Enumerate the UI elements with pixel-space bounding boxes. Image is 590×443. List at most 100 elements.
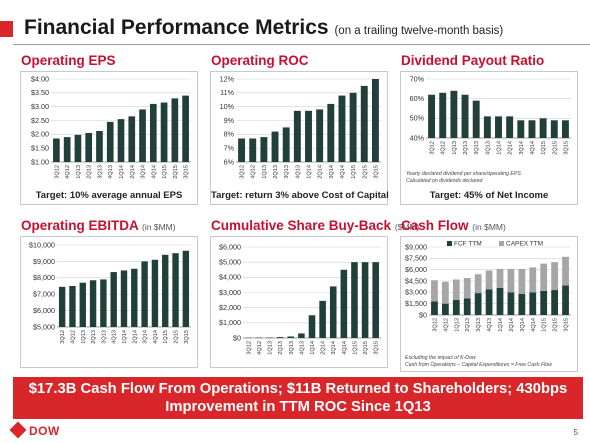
x-tick-label: 1Q15: [351, 165, 357, 179]
cashflow-chart: $0 $1,500 $3,000 $4,500 $6,000 $7,500 $9,000 3Q…: [405, 241, 571, 332]
bar-capex-ttm: [507, 268, 515, 293]
x-tick-label: 2Q13: [91, 330, 97, 344]
payout-target: Target: 45% of Net Income: [429, 190, 549, 201]
y-tick-label: 12%: [220, 74, 235, 83]
payout-chart: 40% 50% 60% 70% 3Q12 4Q12 1Q13 2Q13 3Q13 4Q13 1Q14…: [410, 74, 571, 155]
x-tick-label: 1Q13: [76, 165, 82, 179]
bar: [100, 279, 107, 327]
x-tick-label: 3Q12: [430, 141, 436, 155]
bar: [361, 262, 369, 338]
y-tick-label: $0: [233, 333, 241, 342]
x-tick-label: 1Q14: [498, 318, 504, 332]
x-tick-label: 1Q14: [119, 165, 125, 179]
y-tick-label: $7,500: [405, 254, 427, 263]
bar: [276, 337, 284, 338]
x-tick-label: 2Q13: [465, 318, 471, 332]
legend-swatch: [447, 241, 452, 246]
y-tick-label: $1,000: [219, 318, 241, 327]
x-tick-label: 4Q12: [443, 318, 449, 332]
y-tick-label: 11%: [220, 88, 234, 97]
bar: [141, 261, 148, 327]
eps-target: Target: 10% average annual EPS: [35, 190, 183, 201]
bar: [550, 120, 558, 138]
x-tick-label: 3Q14: [329, 165, 335, 179]
buyback-panel: $0 $1,000 $2,000 $3,000 $4,000 $5,000 $6,000 3Q…: [210, 236, 388, 368]
x-tick-label: 2Q13: [273, 165, 279, 179]
bar-fcf-ttm: [551, 290, 559, 315]
bar: [74, 134, 82, 162]
bar-fcf-ttm: [485, 289, 493, 315]
x-tick-label: 2Q15: [363, 341, 369, 355]
roc-panel: 6% 7% 8% 9% 10% 11% 12% 3Q12 4Q12 1Q13 2Q13 3Q13 4Q1…: [210, 71, 389, 205]
bar: [260, 137, 268, 162]
bar: [106, 121, 114, 162]
y-tick-label: $1.50: [31, 144, 49, 153]
bar: [316, 109, 324, 162]
y-tick-label: 9%: [224, 116, 235, 125]
bar-capex-ttm: [431, 280, 438, 302]
x-tick-label: 4Q14: [342, 341, 348, 355]
y-tick-label: $10,000: [29, 240, 55, 249]
bar-fcf-ttm: [562, 285, 569, 315]
x-tick-label: 2Q14: [130, 165, 136, 179]
y-tick-label: $2.00: [31, 130, 49, 139]
bar-capex-ttm: [441, 281, 449, 304]
y-tick-label: 50%: [410, 114, 425, 123]
x-tick-label: 1Q14: [310, 341, 316, 355]
y-tick-label: $4,500: [405, 276, 427, 285]
bar: [271, 131, 279, 162]
title-divider: [13, 44, 590, 45]
bar: [238, 138, 246, 162]
bar: [128, 116, 136, 162]
legend-label: CAPEX TTM: [506, 241, 543, 248]
x-tick-label: 4Q14: [340, 165, 346, 179]
bar-capex-ttm: [474, 274, 482, 294]
x-tick-label: 3Q14: [141, 165, 147, 179]
bar: [450, 90, 458, 138]
title-text: Financial Performance Metrics: [24, 16, 329, 39]
x-tick-label: 3Q14: [331, 341, 337, 355]
bar: [182, 250, 190, 327]
x-tick-label: 2Q15: [174, 330, 180, 344]
buyback-title: Cumulative Share Buy-Back ($MM): [211, 218, 419, 233]
cashflow-unit: (in $MM): [472, 222, 506, 232]
x-tick-label: 2Q15: [552, 141, 558, 155]
bar: [58, 286, 66, 327]
bar: [483, 116, 491, 138]
bar: [340, 269, 348, 338]
bar: [85, 132, 93, 162]
bar: [149, 103, 157, 162]
page-title: Financial Performance Metrics (on a trai…: [24, 16, 503, 40]
x-tick-label: 1Q13: [454, 318, 460, 332]
bar-capex-ttm: [496, 268, 504, 288]
x-tick-label: 3Q12: [246, 341, 252, 355]
bar: [151, 259, 159, 327]
y-tick-label: $6,000: [33, 306, 55, 315]
eps-panel: $1.00 $1.50 $2.00 $2.50 $3.00 $3.50 $4.00 3Q12 4…: [20, 71, 198, 205]
x-tick-label: 4Q13: [108, 165, 114, 179]
y-tick-label: $0: [419, 310, 427, 319]
x-tick-label: 1Q13: [262, 165, 268, 179]
x-tick-label: 4Q14: [530, 141, 536, 155]
eps-chart: $1.00 $1.50 $2.00 $2.50 $3.00 $3.50 $4.00 3Q12 4…: [31, 74, 191, 179]
bar: [472, 100, 480, 138]
bar-capex-ttm: [529, 267, 537, 293]
x-tick-label: 1Q13: [452, 141, 458, 155]
bar: [371, 79, 379, 162]
roc-title: Operating ROC: [211, 53, 309, 68]
x-tick-label: 1Q15: [162, 165, 168, 179]
bar: [162, 254, 169, 327]
dow-logo: DOW: [9, 421, 72, 441]
payout-note-2: Calculated on dividends declared: [406, 178, 483, 184]
eps-title: Operating EPS: [21, 53, 116, 68]
bar-fcf-ttm: [474, 293, 482, 315]
x-tick-label: 3Q14: [143, 330, 149, 344]
y-tick-label: $6,000: [405, 265, 427, 274]
bar: [287, 336, 295, 338]
ebitda-chart: $5,000 $6,000 $7,000 $8,000 $9,000 $10,000 3Q1…: [29, 240, 191, 344]
ebitda-unit: (in $MM): [142, 222, 176, 232]
ebitda-panel: $5,000 $6,000 $7,000 $8,000 $9,000 $10,000 3Q1…: [20, 236, 198, 368]
x-tick-label: 3Q13: [476, 318, 482, 332]
x-tick-label: 3Q13: [97, 165, 103, 179]
x-tick-label: 3Q15: [374, 341, 380, 355]
